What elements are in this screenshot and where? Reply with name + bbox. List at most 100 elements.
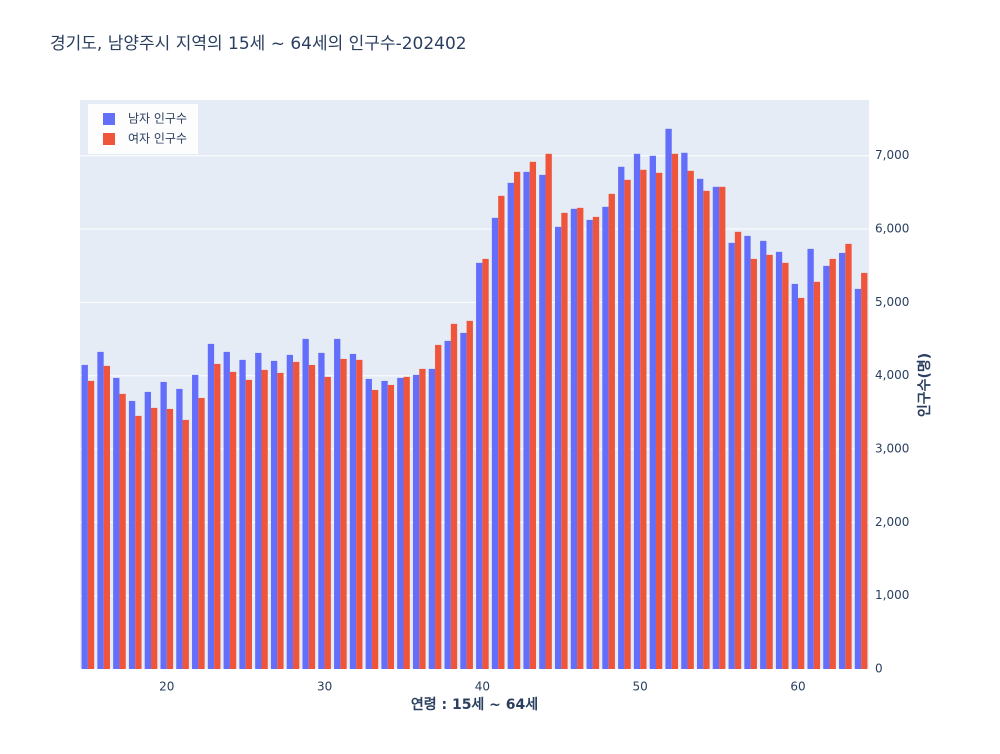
bar xyxy=(144,391,152,669)
bar xyxy=(81,364,88,669)
bar xyxy=(412,374,420,669)
bar xyxy=(507,182,514,669)
bar xyxy=(681,152,688,669)
bar xyxy=(813,281,821,669)
bar xyxy=(419,368,426,669)
bar xyxy=(655,172,663,669)
legend-box xyxy=(88,104,198,154)
bar xyxy=(608,193,615,670)
bar xyxy=(103,365,110,669)
bar xyxy=(861,272,868,669)
legend-label: 여자 인구수 xyxy=(128,132,187,146)
bar xyxy=(545,153,552,669)
legend-swatch xyxy=(103,133,115,145)
bar xyxy=(428,368,436,669)
bar xyxy=(829,258,836,669)
bar xyxy=(356,359,363,669)
bar xyxy=(166,408,174,669)
bar xyxy=(198,397,205,669)
bar xyxy=(570,208,578,670)
legend-label: 남자 인구수 xyxy=(128,112,187,126)
bar xyxy=(577,207,584,669)
chart-title: 경기도, 남양주시 지역의 15세 ~ 64세의 인구수-202402 xyxy=(50,34,467,54)
bar xyxy=(649,155,656,670)
x-tick-label: 40 xyxy=(475,680,490,694)
bar xyxy=(255,352,262,669)
bar xyxy=(766,254,773,669)
bar xyxy=(791,283,798,669)
y-tick-label: 6,000 xyxy=(875,222,909,236)
bar xyxy=(640,169,647,669)
bar xyxy=(444,340,451,669)
bar xyxy=(554,226,562,669)
bar xyxy=(381,380,388,669)
bar xyxy=(665,128,672,669)
bar xyxy=(245,379,253,669)
bar xyxy=(797,297,805,669)
y-tick-label: 4,000 xyxy=(875,368,909,382)
bar xyxy=(782,262,789,669)
bar xyxy=(318,352,325,669)
y-tick-label: 2,000 xyxy=(875,515,909,529)
x-axis-title: 연령 : 15세 ~ 64세 xyxy=(411,697,538,713)
y-tick-label: 3,000 xyxy=(875,442,909,456)
bar xyxy=(302,338,309,669)
bar xyxy=(696,178,704,669)
bar xyxy=(539,174,546,669)
y-axis-title: 인구수(명) xyxy=(916,353,933,417)
bar xyxy=(807,248,814,669)
x-tick-label: 20 xyxy=(159,680,174,694)
bar xyxy=(719,186,726,669)
bar xyxy=(261,369,268,669)
bar xyxy=(293,361,300,669)
bar xyxy=(229,371,237,669)
bar xyxy=(523,171,530,669)
bar xyxy=(223,351,230,669)
x-tick-label: 50 xyxy=(633,680,648,694)
bar xyxy=(349,353,357,669)
bar xyxy=(151,407,158,669)
bar xyxy=(324,376,331,669)
y-tick-label: 5,000 xyxy=(875,295,909,309)
bar xyxy=(529,161,537,670)
bar xyxy=(239,359,246,669)
bar xyxy=(482,258,489,669)
bar xyxy=(592,216,600,669)
bar xyxy=(128,400,136,669)
bar xyxy=(775,251,783,670)
x-tick-label: 30 xyxy=(317,680,332,694)
bar xyxy=(687,170,694,669)
bar xyxy=(192,374,199,669)
bar xyxy=(135,415,142,669)
bar xyxy=(365,378,372,669)
bar xyxy=(371,389,379,669)
bar xyxy=(207,343,215,669)
bar xyxy=(671,153,679,669)
bar xyxy=(308,364,316,669)
bar xyxy=(87,380,95,669)
bar xyxy=(624,179,631,669)
bar xyxy=(97,351,104,669)
legend-swatch xyxy=(103,113,115,125)
bar xyxy=(845,243,852,669)
bar xyxy=(460,332,467,669)
bar xyxy=(703,190,710,669)
bar xyxy=(633,153,641,669)
bar xyxy=(586,219,593,669)
y-tick-label: 1,000 xyxy=(875,588,909,602)
bar xyxy=(214,363,221,669)
bar xyxy=(513,171,521,669)
bar xyxy=(760,240,767,670)
bar xyxy=(334,338,341,669)
bar xyxy=(854,288,862,669)
bar xyxy=(712,186,720,669)
bar xyxy=(744,235,751,670)
bar xyxy=(750,258,757,669)
bar xyxy=(498,195,505,669)
bar xyxy=(734,231,742,669)
bar xyxy=(182,419,189,669)
bar xyxy=(113,377,120,669)
bar xyxy=(270,360,278,669)
bar xyxy=(340,358,347,669)
y-tick-label: 0 xyxy=(875,662,883,676)
